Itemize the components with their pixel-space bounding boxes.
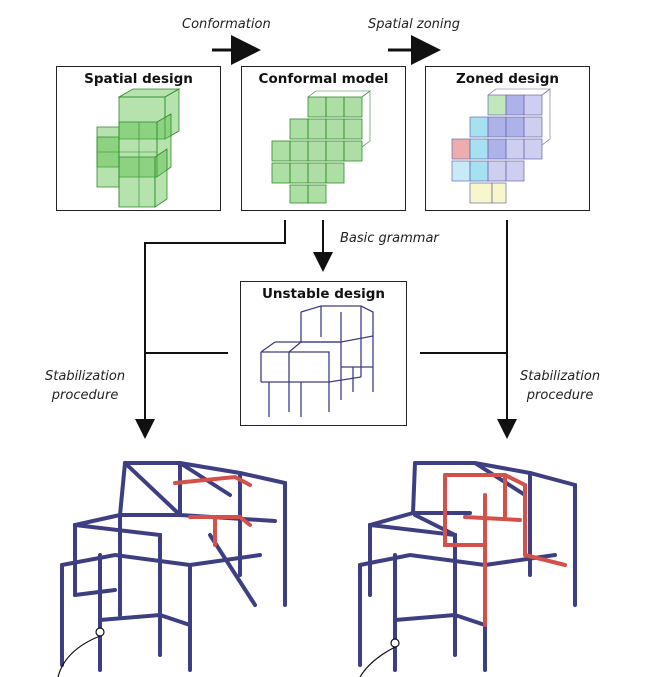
stabilization-label-right: Stabilization procedure — [520, 367, 600, 405]
zoned-design-title: Zoned design — [456, 71, 559, 87]
spatial-design-panel: Spatial design — [56, 66, 221, 211]
conformal-model-panel: Conformal model — [241, 66, 406, 211]
stabilized-frame-right — [358, 461, 577, 677]
stabilization-right-line2: procedure — [526, 388, 594, 403]
conformation-label: Conformation — [182, 17, 271, 32]
stabilization-right-line1: Stabilization — [520, 369, 601, 384]
stabilization-left-line2: procedure — [51, 388, 119, 403]
unstable-design-title: Unstable design — [261, 286, 386, 302]
spatial-design-title: Spatial design — [84, 71, 193, 87]
unstable-design-frame — [260, 305, 374, 417]
zoned-design-illustration — [451, 88, 551, 204]
conformal-model-illustration — [271, 90, 371, 204]
stabilized-frame-left — [57, 461, 287, 677]
spatial-design-illustration — [96, 88, 181, 208]
unstable-design-panel: Unstable design — [240, 281, 407, 426]
stabilization-left-line1: Stabilization — [45, 369, 126, 384]
left-branch-line — [135, 220, 286, 439]
zoned-design-panel: Zoned design — [425, 66, 590, 211]
basic-grammar-label: Basic grammar — [340, 231, 439, 246]
spatial-zoning-label: Spatial zoning — [368, 17, 461, 32]
conformal-model-title: Conformal model — [258, 71, 389, 87]
stabilization-label-left: Stabilization procedure — [45, 367, 125, 405]
